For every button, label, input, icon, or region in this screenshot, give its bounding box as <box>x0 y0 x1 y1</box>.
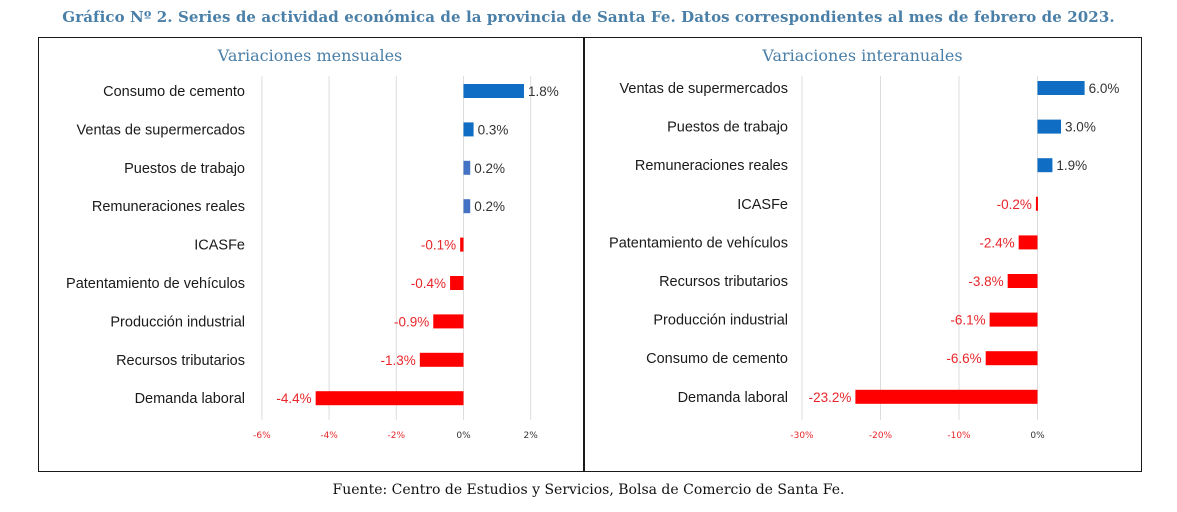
data-label-monthly: -1.3% <box>381 353 416 368</box>
category-label-yearly: Demanda laboral <box>678 390 788 406</box>
data-label-monthly: -0.1% <box>421 238 456 253</box>
data-label-yearly: -23.2% <box>809 390 852 405</box>
data-label-yearly: 3.0% <box>1065 120 1096 135</box>
bar-yearly <box>1018 235 1038 250</box>
bar-monthly <box>460 237 464 252</box>
data-label-yearly: -0.2% <box>997 197 1032 212</box>
bar-yearly <box>985 351 1038 366</box>
x-tick-label-yearly: -30% <box>790 431 814 441</box>
category-label-yearly: Patentamiento de vehículos <box>609 235 788 251</box>
panel-divider <box>583 37 585 472</box>
bar-monthly <box>419 352 464 367</box>
category-label-yearly: Ventas de supermercados <box>620 81 788 97</box>
category-label-yearly: Producción industrial <box>653 313 788 329</box>
bar-yearly <box>989 312 1038 327</box>
bar-yearly <box>855 389 1038 404</box>
category-label-monthly: Consumo de cemento <box>103 84 245 100</box>
x-tick-label-yearly: 0% <box>1030 431 1045 441</box>
bar-monthly <box>433 314 464 329</box>
data-label-yearly: -6.1% <box>950 313 985 328</box>
data-label-monthly: -4.4% <box>276 391 311 406</box>
category-label-monthly: Recursos tributarios <box>116 353 245 369</box>
data-label-monthly: -0.4% <box>411 276 446 291</box>
data-label-yearly: 6.0% <box>1089 81 1120 96</box>
category-label-monthly: Producción industrial <box>110 314 245 330</box>
bar-yearly <box>1037 81 1085 95</box>
category-label-monthly: Patentamiento de vehículos <box>66 276 245 292</box>
category-label-monthly: Remuneraciones reales <box>92 199 245 215</box>
category-label-yearly: Remuneraciones reales <box>635 158 788 174</box>
category-label-yearly: ICASFe <box>737 197 788 213</box>
x-tick-label-monthly: -6% <box>253 431 271 441</box>
bar-monthly <box>450 276 464 290</box>
category-label-yearly: Recursos tributarios <box>659 274 788 290</box>
bar-yearly <box>1037 119 1062 134</box>
x-tick-label-yearly: -10% <box>947 431 971 441</box>
data-label-monthly: 0.3% <box>478 122 509 137</box>
data-label-yearly: 1.9% <box>1056 158 1087 173</box>
bar-monthly <box>315 391 464 406</box>
data-label-monthly: 0.2% <box>474 161 505 176</box>
data-label-monthly: 0.2% <box>474 199 505 214</box>
category-label-monthly: Ventas de supermercados <box>77 122 245 138</box>
data-label-yearly: -3.8% <box>968 274 1003 289</box>
bar-monthly <box>463 199 471 214</box>
category-label-yearly: Consumo de cemento <box>646 351 788 367</box>
category-label-yearly: Puestos de trabajo <box>667 120 788 136</box>
figure-title: Gráfico Nº 2. Series de actividad económ… <box>62 8 1115 26</box>
x-tick-label-monthly: 2% <box>524 431 539 441</box>
bar-monthly <box>463 84 524 98</box>
data-label-monthly: -0.9% <box>394 314 429 329</box>
bar-yearly <box>1037 158 1053 173</box>
category-label-monthly: ICASFe <box>194 238 245 254</box>
bar-yearly <box>1035 196 1038 211</box>
x-tick-label-monthly: 0% <box>456 431 471 441</box>
x-tick-label-monthly: -4% <box>320 431 338 441</box>
x-tick-label-monthly: -2% <box>388 431 406 441</box>
figure-source: Fuente: Centro de Estudios y Servicios, … <box>332 482 845 498</box>
data-label-monthly: 1.8% <box>528 84 559 99</box>
chart-title-yearly: Variaciones interanuales <box>762 46 963 65</box>
data-label-yearly: -2.4% <box>979 235 1014 250</box>
figure-frame <box>38 37 1142 472</box>
category-label-monthly: Demanda laboral <box>135 391 245 407</box>
data-label-yearly: -6.6% <box>946 351 981 366</box>
category-label-monthly: Puestos de trabajo <box>124 161 245 177</box>
chart-title-monthly: Variaciones mensuales <box>217 46 403 65</box>
bar-monthly <box>463 160 471 175</box>
x-tick-label-yearly: -20% <box>869 431 893 441</box>
bar-monthly <box>463 122 474 137</box>
bar-yearly <box>1007 274 1038 288</box>
